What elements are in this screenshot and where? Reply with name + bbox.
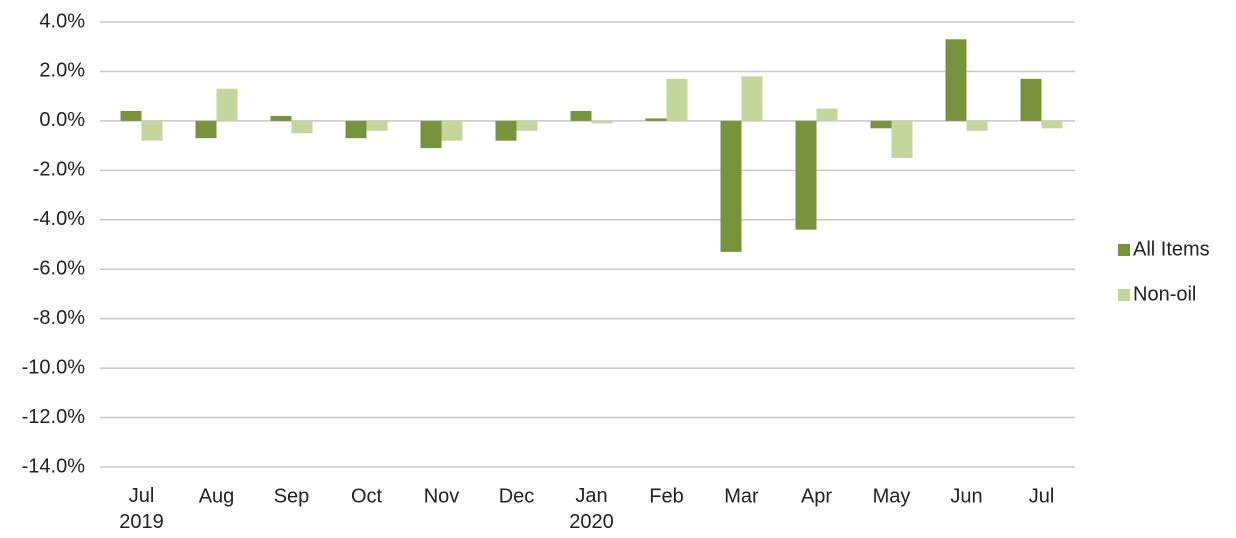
bar [195, 120, 217, 139]
bar [495, 120, 517, 141]
x-tick-label: Jul 2019 [119, 485, 164, 533]
bar [420, 120, 442, 149]
x-tick-label: Apr [801, 485, 832, 507]
bar [270, 115, 292, 121]
bar [291, 120, 313, 134]
bar [591, 120, 613, 124]
x-tick-label: Feb [649, 485, 683, 507]
x-tick-label: Aug [199, 485, 235, 507]
bar [570, 111, 592, 121]
bar [741, 76, 763, 121]
bar [645, 118, 667, 121]
bar [891, 120, 913, 158]
x-tick-label: Sep [274, 485, 310, 507]
x-tick-label: Mar [724, 485, 759, 507]
bar [795, 120, 817, 230]
bar [720, 120, 742, 252]
x-tick-label: Jan 2020 [569, 485, 614, 533]
bar [216, 88, 238, 121]
bar [120, 111, 142, 121]
y-tick-label: -14.0% [22, 455, 86, 477]
bar [1041, 120, 1063, 129]
bar [441, 120, 463, 141]
x-tick-label: Jun [950, 485, 982, 507]
legend-label: Non-oil [1133, 283, 1196, 305]
y-tick-label: -2.0% [33, 159, 85, 181]
bar [870, 120, 892, 129]
y-tick-label: -6.0% [33, 258, 85, 280]
bar [966, 120, 988, 131]
bar [345, 120, 367, 139]
bar [816, 108, 838, 121]
y-tick-label: 4.0% [39, 10, 85, 32]
y-tick-label: -12.0% [22, 406, 86, 428]
bar [1020, 78, 1042, 121]
x-tick-label: Dec [499, 485, 535, 507]
bar [666, 78, 688, 121]
bar [141, 120, 163, 141]
bar [945, 39, 967, 121]
y-tick-label: -10.0% [22, 356, 86, 378]
legend-swatch [1118, 289, 1130, 301]
x-tick-label: May [873, 485, 911, 507]
x-tick-label: Oct [351, 485, 383, 507]
y-tick-label: 0.0% [39, 109, 85, 131]
x-tick-label: Nov [424, 485, 460, 507]
legend-label: All Items [1133, 238, 1210, 260]
legend-swatch [1118, 244, 1130, 256]
bar [516, 120, 538, 131]
y-tick-label: -8.0% [33, 307, 85, 329]
y-tick-label: 2.0% [39, 60, 85, 82]
bar [366, 120, 388, 131]
x-tick-label: Jul [1029, 485, 1055, 507]
y-tick-label: -4.0% [33, 208, 85, 230]
